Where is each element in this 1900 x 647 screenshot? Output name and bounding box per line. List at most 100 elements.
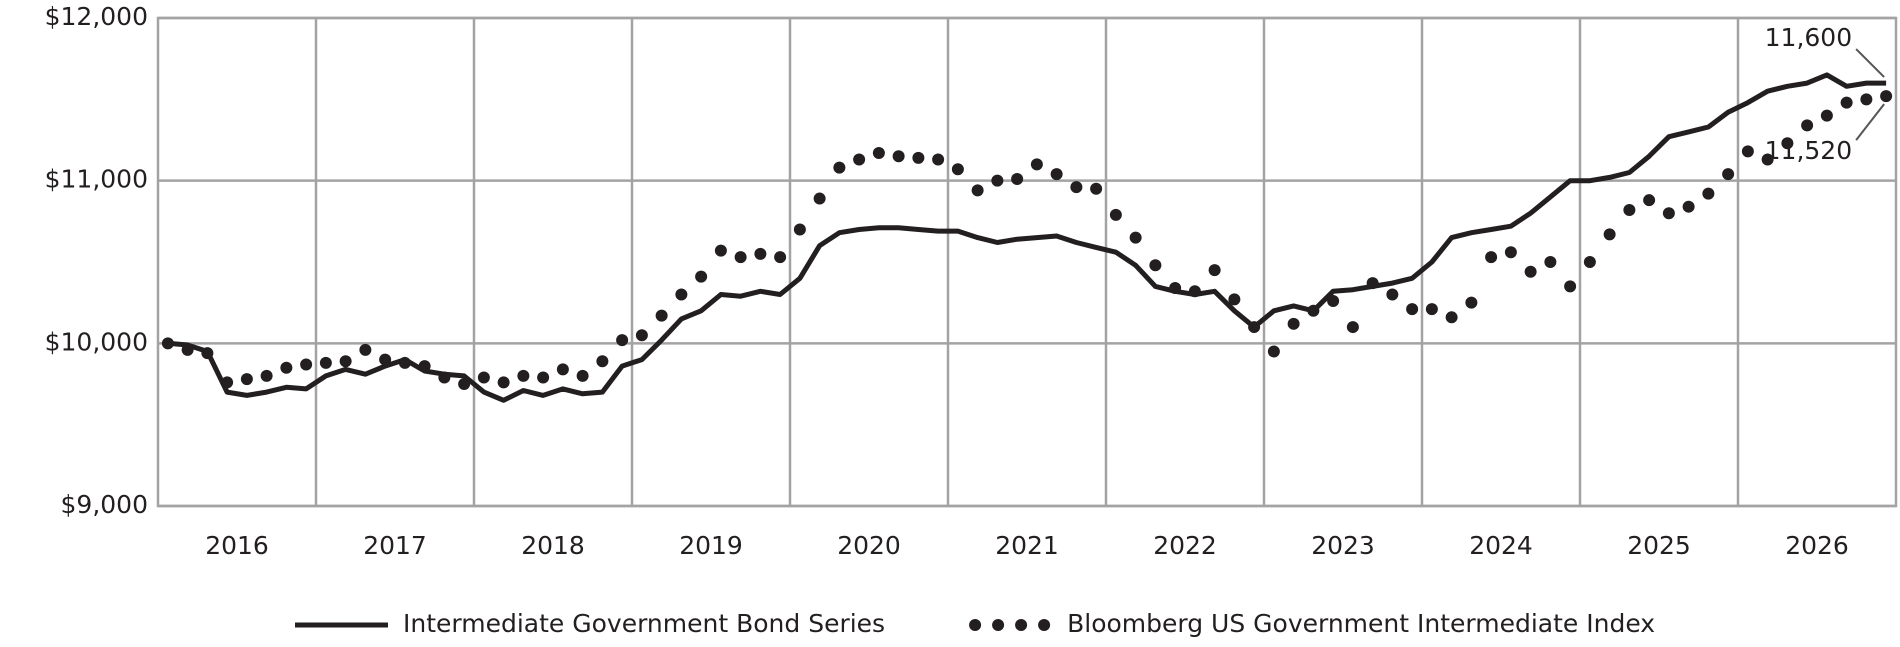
data-dot [991, 174, 1004, 187]
data-dot [319, 356, 332, 369]
data-dot [1524, 265, 1537, 278]
data-dot [240, 373, 253, 386]
data-dot [1662, 207, 1675, 220]
data-dot [1583, 256, 1596, 268]
data-dot [1445, 311, 1458, 324]
data-dot [1129, 231, 1142, 244]
value-label: 11,520 [1765, 136, 1852, 165]
data-dot [1840, 96, 1853, 109]
data-dot [1109, 208, 1122, 221]
data-dot [201, 347, 214, 360]
data-line [167, 72, 1887, 403]
x-tick-label: 2017 [363, 531, 427, 560]
value-label: 11,600 [1765, 23, 1852, 52]
data-dot [398, 356, 411, 369]
data-dot [774, 251, 787, 264]
legend-dot [1015, 619, 1028, 631]
data-dot [1425, 303, 1438, 316]
data-dot [754, 247, 767, 260]
data-dot [221, 376, 234, 389]
y-tick-label: $11,000 [45, 165, 148, 194]
y-tick-label: $12,000 [45, 2, 148, 31]
data-dot [339, 355, 352, 368]
data-dot [1406, 303, 1419, 316]
x-tick-label: 2026 [1785, 531, 1849, 560]
data-dot [1544, 256, 1557, 268]
data-dot [1722, 168, 1735, 181]
x-tick-label: 2020 [837, 531, 901, 560]
data-dot [951, 163, 964, 176]
data-dot [1820, 109, 1833, 122]
data-dot [1504, 246, 1517, 259]
y-tick-label: $10,000 [45, 327, 148, 356]
data-dot [1307, 304, 1320, 317]
y-tick-label: $9,000 [61, 490, 148, 519]
data-dot [1228, 293, 1241, 306]
legend-dot [992, 619, 1005, 631]
x-tick-label: 2025 [1627, 531, 1691, 560]
x-tick-label: 2021 [995, 531, 1059, 560]
legend-label: Intermediate Government Bond Series [403, 609, 885, 638]
data-dot [260, 369, 273, 382]
data-dot [1208, 264, 1221, 277]
data-dot [1386, 288, 1399, 301]
data-dot [813, 192, 826, 205]
data-dot [853, 153, 866, 166]
data-dot [438, 371, 451, 384]
x-tick-label: 2018 [521, 531, 585, 560]
x-tick-label: 2019 [679, 531, 743, 560]
data-dot [556, 363, 569, 376]
data-dot [161, 337, 174, 350]
data-dot [1623, 203, 1636, 216]
x-tick-label: 2016 [205, 531, 269, 560]
data-dot [517, 369, 530, 382]
data-dot [1682, 200, 1695, 213]
data-dot [734, 251, 747, 264]
data-dot [892, 150, 905, 163]
data-dot [497, 376, 510, 389]
data-dot [1761, 153, 1774, 166]
data-dot [616, 334, 629, 347]
data-dot [1327, 295, 1340, 308]
data-dot [1287, 317, 1300, 330]
data-dot [872, 147, 885, 160]
data-dot [912, 151, 925, 164]
data-dot [477, 371, 490, 384]
data-dot [1090, 182, 1103, 195]
data-dot [1564, 280, 1577, 293]
x-tick-label: 2024 [1469, 531, 1533, 560]
data-dot [1485, 251, 1498, 264]
data-dot [1603, 228, 1616, 241]
data-dot [1702, 187, 1715, 200]
plot-frame [156, 16, 1898, 508]
data-dot [1741, 145, 1754, 158]
data-dot [1267, 345, 1280, 358]
data-dot [1169, 282, 1182, 295]
data-dot [1248, 321, 1261, 334]
data-dot [1188, 285, 1201, 298]
legend-dot [1038, 619, 1051, 631]
data-dot [418, 360, 431, 373]
data-dot [675, 288, 688, 301]
data-dot [1050, 168, 1063, 181]
data-dot [714, 244, 727, 257]
data-dot [1149, 259, 1162, 272]
data-dot [1366, 277, 1379, 290]
data-dot [635, 329, 648, 342]
data-dot [932, 153, 945, 166]
legend-label: Bloomberg US Government Intermediate Ind… [1067, 609, 1655, 638]
data-dot [1030, 158, 1043, 171]
data-dot [1880, 90, 1893, 103]
data-dot [1070, 181, 1083, 194]
data-dot [793, 223, 806, 236]
data-dot [1643, 194, 1656, 207]
x-tick-label: 2023 [1311, 531, 1375, 560]
legend-dot [969, 619, 982, 631]
data-dot [833, 161, 846, 174]
data-dot [971, 184, 984, 197]
data-dot [1465, 296, 1478, 309]
data-dot [280, 361, 293, 374]
data-dot [300, 358, 313, 371]
data-dot [1011, 173, 1024, 186]
